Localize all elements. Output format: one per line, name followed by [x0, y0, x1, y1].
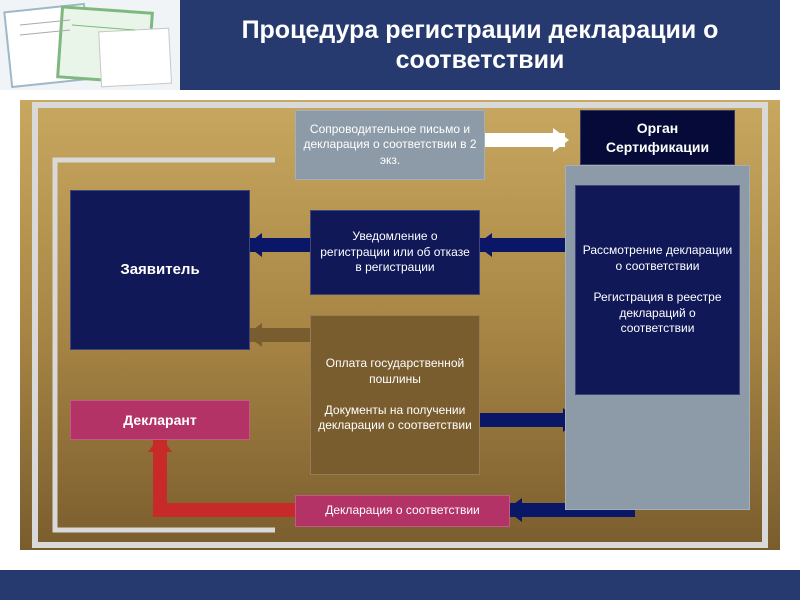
footer-bar	[0, 570, 800, 600]
node-declarant: Декларант	[70, 400, 250, 440]
node-cert-body: Орган Сертификации	[580, 110, 735, 165]
diagram-canvas: Заявитель Сопроводительное письмо и декла…	[20, 100, 780, 550]
node-declaration: Декларация о соответствии	[295, 495, 510, 527]
node-applicant: Заявитель	[70, 190, 250, 350]
node-payment: Оплата государственной пошлины Документы…	[310, 315, 480, 475]
page-title: Процедура регистрации декларации о соотв…	[180, 15, 780, 75]
documents-illustration	[0, 0, 180, 90]
node-cover-letter: Сопроводительное письмо и декларация о с…	[295, 110, 485, 180]
header: Процедура регистрации декларации о соотв…	[180, 0, 780, 90]
node-notice: Уведомление о регистрации или об отказе …	[310, 210, 480, 295]
documents-background	[0, 0, 180, 90]
node-review: Рассмотрение декларации о соответствии Р…	[575, 185, 740, 395]
